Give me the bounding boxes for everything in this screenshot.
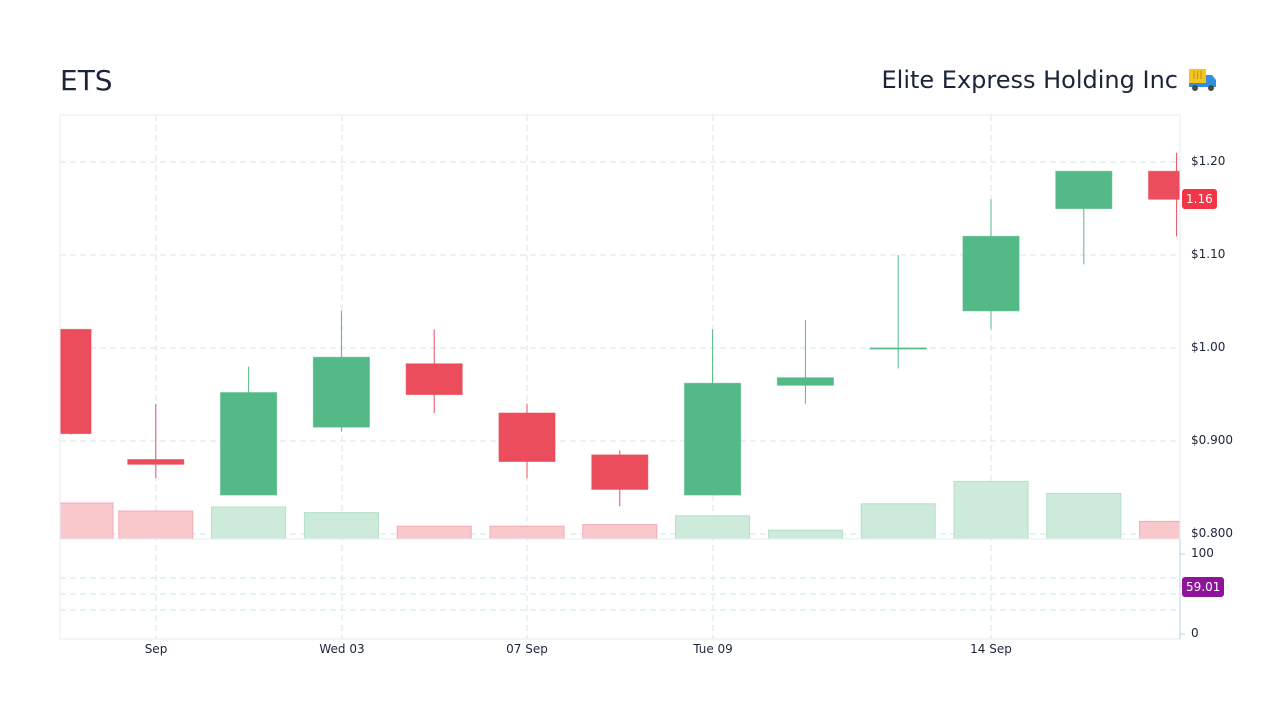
volume-bar [489,525,565,540]
volume-bar [675,515,751,540]
candle [591,450,649,507]
candle [1148,152,1181,237]
volume-bar [1139,520,1181,540]
candle [127,403,185,479]
candle [962,199,1020,330]
ticker-symbol: ETS [60,64,113,97]
time-axis-label: 07 Sep [506,642,548,656]
indicator-axis-label: 0 [1191,626,1199,640]
time-axis-label: Sep [144,642,168,656]
volume-bar [118,510,194,540]
price-axis-label: $1.00 [1191,340,1226,354]
time-axis-label: 14 Sep [970,642,1012,656]
candle [312,310,370,432]
company-name-label: Elite Express Holding Inc [881,66,1178,94]
company-name: Elite Express Holding Inc [881,66,1218,94]
volume-bar [1046,492,1122,540]
chart-grid [60,115,1180,639]
candles [59,152,1181,507]
candle [498,403,556,479]
indicator-axis-label: 100 [1191,546,1214,560]
time-axis-label: Wed 03 [319,642,365,656]
volume-bar [211,506,287,540]
candle [59,328,92,435]
candle [220,366,278,496]
volume-bar [303,512,379,540]
price-axis-label: $0.900 [1191,433,1233,447]
volume-bar [582,524,658,540]
delivery-truck-icon [1188,67,1218,93]
volume-bar [396,525,472,540]
price-axis-label: $1.10 [1191,247,1226,261]
candle [1055,170,1113,265]
chart-frame [59,114,1185,640]
price-axis-label: $1.20 [1191,154,1226,168]
volume-bar [59,502,114,540]
candle [405,329,463,414]
candle [684,329,742,496]
candle [776,320,834,404]
volume-bar [860,503,936,540]
price-axis-label: $0.800 [1191,526,1233,540]
volume-bar [953,480,1029,540]
time-axis-label: Tue 09 [693,642,733,656]
indicator-value-tag: 59.01 [1182,577,1225,597]
volume-bars [59,480,1181,540]
candle [869,255,927,369]
volume-bar [767,529,843,540]
last-price-tag: 1.16 [1182,189,1217,209]
